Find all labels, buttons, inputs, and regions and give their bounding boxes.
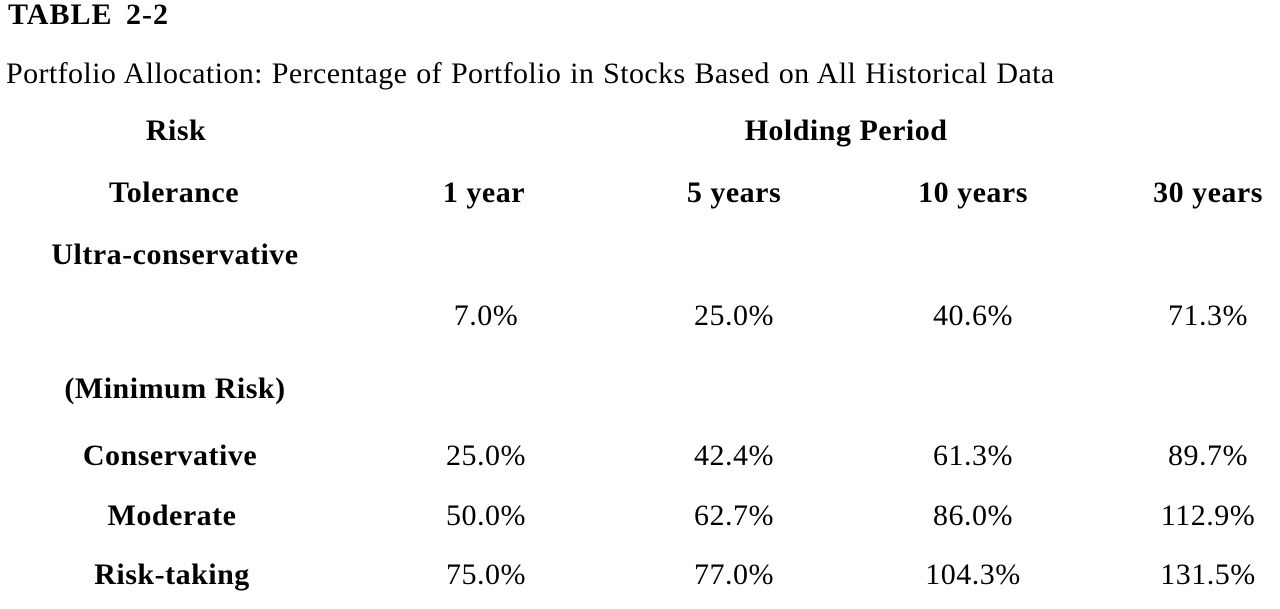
- cell-value: 25.0%: [446, 439, 526, 472]
- risk-header-line2: Tolerance: [108, 176, 240, 209]
- cell-value: 25.0%: [694, 299, 774, 332]
- column-header-30-years: 30 years: [1153, 176, 1263, 209]
- cell-value: 77.0%: [694, 558, 774, 591]
- row-label-ultra-conservative: Ultra-conservative: [51, 238, 299, 271]
- column-header-1-year: 1 year: [442, 176, 526, 209]
- row-label-conservative: Conservative: [82, 439, 258, 472]
- cell-value: 61.3%: [933, 439, 1013, 472]
- row-label-moderate: Moderate: [107, 499, 237, 532]
- risk-header-line1: Risk: [145, 114, 207, 147]
- column-header-5-years: 5 years: [686, 176, 782, 209]
- table-label: TABLE 2-2: [8, 0, 169, 31]
- row-sublabel-minimum-risk: (Minimum Risk): [64, 372, 286, 405]
- cell-value: 40.6%: [933, 299, 1013, 332]
- cell-value: 131.5%: [1160, 558, 1256, 591]
- cell-value: 104.3%: [925, 558, 1021, 591]
- cell-value: 71.3%: [1168, 299, 1248, 332]
- cell-value: 62.7%: [694, 499, 774, 532]
- column-header-10-years: 10 years: [918, 176, 1028, 209]
- cell-value: 50.0%: [446, 499, 526, 532]
- cell-value: 75.0%: [446, 558, 526, 591]
- row-label-risk-taking: Risk-taking: [94, 558, 250, 591]
- table-caption: Portfolio Allocation: Percentage of Port…: [6, 57, 1055, 90]
- cell-value: 42.4%: [694, 439, 774, 472]
- cell-value: 7.0%: [453, 299, 519, 332]
- holding-period-header: Holding Period: [744, 114, 948, 147]
- cell-value: 112.9%: [1160, 499, 1256, 532]
- cell-value: 89.7%: [1168, 439, 1248, 472]
- cell-value: 86.0%: [933, 499, 1013, 532]
